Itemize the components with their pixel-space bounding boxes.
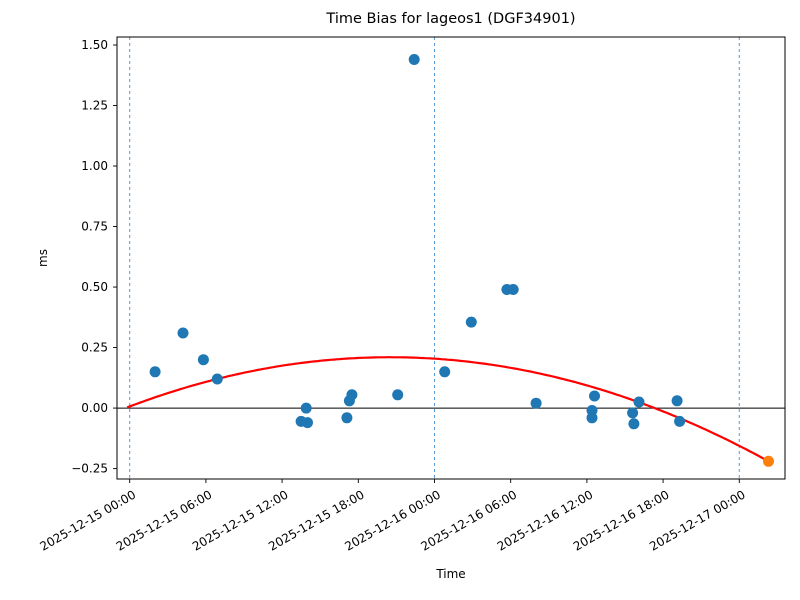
y-tick-label: 0.75 xyxy=(81,220,108,234)
observations-point xyxy=(465,316,477,328)
axis-ticks xyxy=(113,44,740,483)
y-tick-label: 0.50 xyxy=(81,280,108,294)
observations-point xyxy=(439,366,451,378)
observations-point xyxy=(408,54,420,65)
quadratic-fit xyxy=(126,356,770,463)
x-axis-label: Time xyxy=(435,567,465,581)
y-tick-labels: 1.50 1.25 1.00 0.75 0.50 0.25 0.00 −0.25 xyxy=(71,38,108,476)
observations-point xyxy=(589,390,600,402)
observations-point xyxy=(530,397,542,409)
y-tick-label: 1.25 xyxy=(81,99,108,113)
observations-point xyxy=(346,389,358,401)
scatter-points xyxy=(149,54,774,467)
midnight-gridlines xyxy=(129,37,740,479)
observations-point xyxy=(627,407,639,419)
y-tick-label: −0.25 xyxy=(71,462,108,476)
observations-point xyxy=(633,396,645,408)
y-tick-label: 1.00 xyxy=(81,159,108,173)
observations-point xyxy=(211,373,223,385)
y-tick-label: 0.00 xyxy=(81,401,108,415)
axes-frame xyxy=(116,36,786,480)
observations-point xyxy=(674,415,686,427)
observations-point xyxy=(507,284,519,295)
axes-spines xyxy=(116,36,786,480)
chart-title: Time Bias for lageos1 (DGF34901) xyxy=(325,11,575,27)
y-tick-label: 0.25 xyxy=(81,341,108,355)
observations-point xyxy=(300,402,312,414)
observations-point xyxy=(392,389,404,401)
observations-point xyxy=(671,395,683,407)
y-axis-label: ms xyxy=(36,249,50,267)
observations-point xyxy=(628,418,640,430)
observations-point xyxy=(197,354,209,366)
fit-curve xyxy=(126,356,770,463)
observations-point xyxy=(586,412,598,424)
observations-point xyxy=(149,366,161,378)
observations-point xyxy=(302,417,313,429)
prediction-endpoint-point xyxy=(763,455,774,467)
observations-point xyxy=(341,412,353,424)
observations-point xyxy=(177,327,189,339)
y-tick-label: 1.50 xyxy=(81,38,108,52)
